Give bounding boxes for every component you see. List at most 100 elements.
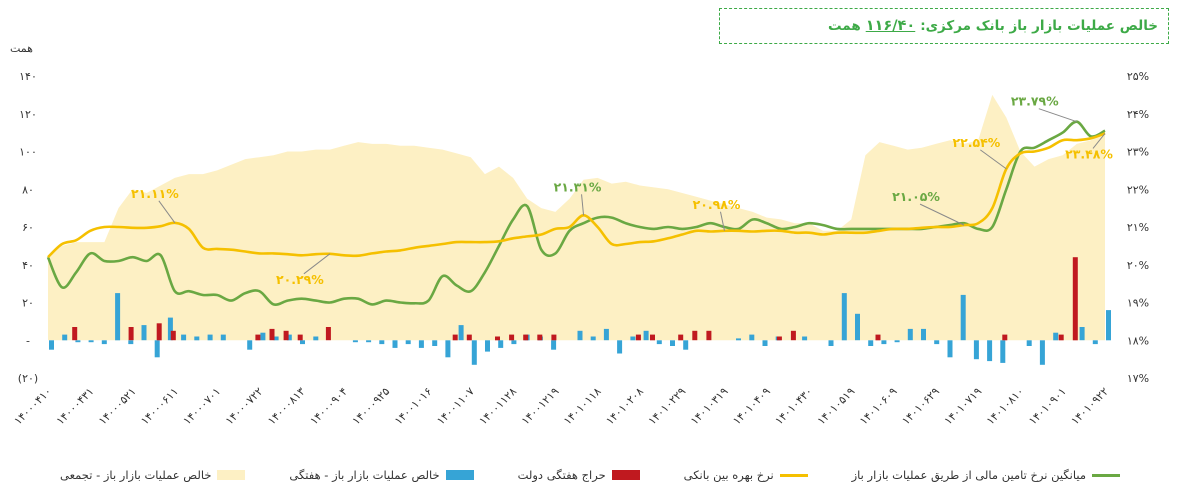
- bar-weekly: [194, 336, 200, 341]
- bar-auction: [692, 330, 698, 341]
- data-label-leader: [980, 149, 1007, 170]
- bar-weekly: [894, 340, 900, 343]
- data-label: ۲۱.۳۱%: [554, 179, 602, 194]
- right-tick-label: ۲۱%: [1127, 221, 1149, 234]
- bar-weekly: [960, 294, 966, 341]
- bar-weekly: [379, 340, 385, 345]
- x-tick-label: ۱۴۰۱۰۲۰۸: [603, 385, 646, 428]
- data-label: ۲۲.۵۴%: [952, 135, 1000, 150]
- bar-auction: [269, 328, 275, 341]
- bar-weekly: [577, 330, 583, 341]
- bar-auction: [495, 336, 500, 341]
- legend-swatch-cumulative: [217, 470, 246, 480]
- bar-weekly: [167, 317, 173, 341]
- bar-weekly: [1053, 332, 1059, 341]
- x-tick-label: ۱۴۰۰۰۹۲۵: [350, 385, 393, 428]
- area-cumulative: [48, 94, 1105, 341]
- bar-weekly: [141, 325, 147, 341]
- bar-weekly: [49, 340, 54, 350]
- x-tick-label: ۱۴۰۰۱۱۰۷: [434, 385, 477, 428]
- bar-weekly: [101, 340, 107, 345]
- data-label: ۲۱.۱۱%: [131, 186, 179, 201]
- right-tick-label: ۱۷%: [1127, 372, 1149, 385]
- bar-weekly: [286, 334, 292, 341]
- bar-weekly: [683, 340, 689, 350]
- bar-auction: [1002, 334, 1008, 341]
- legend-item-weekly: خالص عملیات بازار باز - هفتگی: [289, 468, 474, 482]
- legend-item-auction: حراج هفتگی دولت: [518, 468, 640, 482]
- legend-label-weekly: خالص عملیات بازار باز - هفتگی: [289, 468, 440, 482]
- title-unit: همت: [828, 18, 861, 34]
- right-tick-label: ۲۳%: [1127, 146, 1149, 159]
- bar-weekly: [947, 340, 953, 358]
- bar-auction: [678, 334, 684, 341]
- x-tick-label: ۱۴۰۱۰۶۰۹: [857, 385, 900, 428]
- data-label-leader: [719, 211, 725, 231]
- x-tick-label: ۱۴۰۰۱۲۱۹: [519, 385, 562, 428]
- data-label: ۲۰.۲۹%: [276, 272, 324, 287]
- bar-weekly: [934, 340, 940, 345]
- bar-weekly: [88, 340, 94, 343]
- left-tick-label: ۴۰: [22, 259, 34, 272]
- bar-weekly: [656, 340, 662, 345]
- bar-weekly: [617, 340, 623, 354]
- left-tick-label: -: [26, 334, 30, 347]
- data-label-leader: [581, 194, 585, 216]
- bar-auction: [790, 330, 796, 341]
- left-tick-label: ۸۰: [22, 183, 34, 196]
- x-tick-label: ۱۴۰۱۰۹۰۱: [1026, 385, 1069, 428]
- bar-weekly: [1079, 327, 1085, 341]
- x-tick-label: ۱۴۰۱۰۶۲۹: [899, 385, 942, 428]
- legend-item-interbank: نرخ بهره بین بانکی: [684, 468, 808, 482]
- data-label: ۲۳.۷۹%: [1011, 94, 1059, 109]
- x-tick-label: ۱۴۰۰۰۸۱۳: [265, 385, 308, 428]
- bar-auction: [283, 330, 289, 341]
- legend-label-interbank: نرخ بهره بین بانکی: [683, 468, 774, 482]
- bar-auction: [156, 323, 162, 341]
- data-label-leader: [158, 200, 176, 224]
- bar-weekly: [670, 340, 675, 346]
- bar-weekly: [630, 336, 636, 341]
- bar-auction: [776, 336, 782, 341]
- legend-swatch-weekly: [445, 470, 474, 480]
- bar-weekly: [432, 340, 438, 346]
- bar-weekly: [445, 340, 451, 358]
- bar-auction: [537, 334, 543, 341]
- bar-weekly: [471, 340, 477, 365]
- data-label: ۲۱.۰۵%: [892, 189, 940, 204]
- left-tick-label: ۱۰۰: [19, 146, 37, 159]
- x-tick-label: ۱۴۰۰۰۴۳۱: [54, 385, 97, 428]
- data-label: ۲۰.۹۸%: [693, 197, 741, 212]
- bar-weekly: [881, 340, 887, 345]
- x-tick-label: ۱۴۰۰۰۹۰۴: [308, 385, 351, 428]
- bar-weekly: [247, 340, 253, 350]
- right-tick-label: ۲۴%: [1127, 108, 1149, 121]
- bar-weekly: [855, 313, 860, 341]
- bar-auction: [255, 334, 261, 341]
- left-tick-label: ۱۲۰: [19, 108, 37, 121]
- bar-weekly: [300, 340, 305, 345]
- x-tick-label: ۱۴۰۰۰۷۲۲: [223, 385, 266, 428]
- bar-weekly: [1092, 340, 1098, 345]
- bar-weekly: [62, 334, 68, 341]
- left-axis-unit: همت: [10, 42, 33, 55]
- bar-weekly: [128, 340, 134, 345]
- x-tick-label: ۱۴۰۰۰۷۰۱: [181, 385, 224, 428]
- title-value: ۱۱۶/۴۰: [865, 18, 916, 34]
- right-tick-label: ۲۲%: [1127, 183, 1149, 196]
- legend-label-cumulative: خالص عملیات بازار باز - تجمعی: [60, 468, 212, 482]
- bar-auction: [875, 334, 881, 341]
- bar-weekly: [418, 340, 424, 348]
- bar-weekly: [590, 336, 596, 341]
- bar-weekly: [485, 340, 490, 352]
- bar-auction: [706, 330, 712, 341]
- bar-weekly: [366, 340, 372, 343]
- legend-swatch-interbank: [779, 473, 808, 477]
- bar-weekly: [1000, 340, 1006, 363]
- bar-auction: [325, 327, 331, 341]
- legend: میانگین نرخ تامین مالی از طریق عملیات با…: [60, 466, 1120, 484]
- left-tick-label: (۲۰): [18, 372, 38, 385]
- bar-weekly: [603, 328, 609, 341]
- data-label-leader: [919, 203, 965, 226]
